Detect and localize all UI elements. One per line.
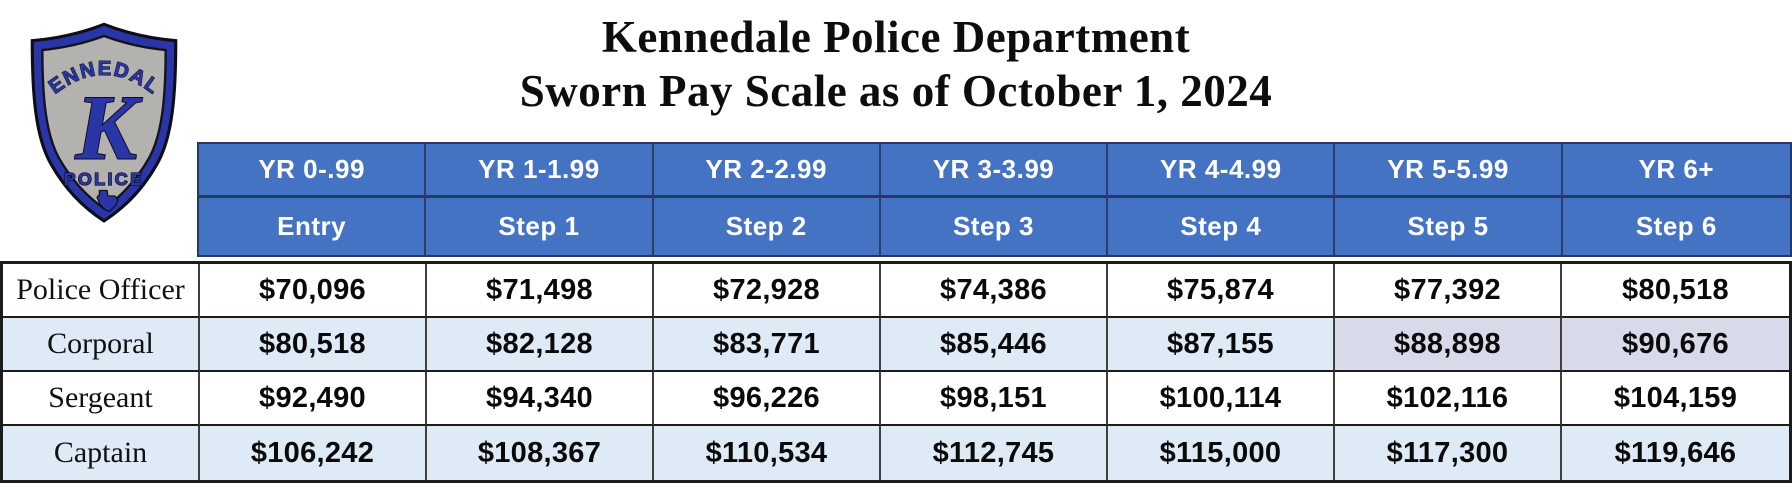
year-header-cell: YR 0-.99 — [199, 144, 427, 198]
year-header-cell: YR 1-1.99 — [426, 144, 654, 198]
step-header-cell: Entry — [199, 198, 427, 255]
pay-cell: $110,534 — [654, 426, 881, 480]
step-header-cell: Step 5 — [1335, 198, 1563, 255]
pay-cell: $104,159 — [1562, 372, 1789, 426]
pay-cell: $106,242 — [200, 426, 427, 480]
pay-cell: $77,392 — [1335, 264, 1562, 318]
rank-cell: Sergeant — [3, 372, 200, 426]
pay-cell: $80,518 — [200, 318, 427, 372]
pay-cell: $92,490 — [200, 372, 427, 426]
pay-cell: $85,446 — [881, 318, 1108, 372]
year-header-cell: YR 5-5.99 — [1335, 144, 1563, 198]
step-header-cell: Step 4 — [1108, 198, 1336, 255]
rank-cell: Captain — [3, 426, 200, 480]
title-line-2: Sworn Pay Scale as of October 1, 2024 — [519, 66, 1273, 116]
pay-cell: $74,386 — [881, 264, 1108, 318]
title-line-1: Kennedale Police Department — [601, 12, 1191, 62]
step-header-cell: Step 2 — [654, 198, 881, 255]
pay-cell: $98,151 — [881, 372, 1108, 426]
year-header-cell: YR 6+ — [1562, 144, 1790, 198]
pay-cell: $94,340 — [427, 372, 654, 426]
pay-cell: $115,000 — [1108, 426, 1335, 480]
pay-cell: $70,096 — [200, 264, 427, 318]
pay-cell: $112,745 — [881, 426, 1108, 480]
pay-cell: $82,128 — [427, 318, 654, 372]
step-header-cell: Step 3 — [881, 198, 1109, 255]
pay-cell: $108,367 — [427, 426, 654, 480]
rank-cell: Corporal — [3, 318, 200, 372]
pay-cell: $80,518 — [1562, 264, 1789, 318]
pay-cell: $83,771 — [654, 318, 881, 372]
pay-cell: $117,300 — [1335, 426, 1562, 480]
rank-cell: Police Officer — [3, 264, 200, 318]
pay-table-body: Police Officer $70,096 $71,498 $72,928 $… — [0, 261, 1792, 483]
year-header-cell: YR 4-4.99 — [1108, 144, 1336, 198]
year-header-cell: YR 3-3.99 — [880, 144, 1109, 198]
pay-cell: $96,226 — [654, 372, 881, 426]
texas-icon — [96, 189, 119, 213]
page-title: Kennedale Police Department Sworn Pay Sc… — [0, 10, 1792, 118]
pay-cell-highlighted: $88,898 — [1335, 318, 1562, 372]
badge-bottom-text: POLICE — [64, 169, 145, 189]
pay-cell-highlighted: $90,676 — [1562, 318, 1789, 372]
pay-table-header: YR 0-.99 YR 1-1.99 YR 2-2.99 YR 3-3.99 Y… — [197, 142, 1792, 257]
year-header-cell: YR 2-2.99 — [653, 144, 881, 198]
pay-cell: $72,928 — [654, 264, 881, 318]
pay-cell: $87,155 — [1108, 318, 1335, 372]
step-header-cell: Step 6 — [1635, 211, 1717, 241]
police-badge-logo: KENNEDALE K POLICE — [26, 6, 178, 223]
pay-cell: $102,116 — [1335, 372, 1562, 426]
step-header-cell: Step 1 — [426, 198, 654, 255]
pay-cell: $75,874 — [1108, 264, 1335, 318]
pay-cell: $71,498 — [427, 264, 654, 318]
badge-monogram: K — [75, 76, 143, 178]
pay-cell: $100,114 — [1108, 372, 1335, 426]
pay-cell: $119,646 — [1562, 426, 1789, 480]
